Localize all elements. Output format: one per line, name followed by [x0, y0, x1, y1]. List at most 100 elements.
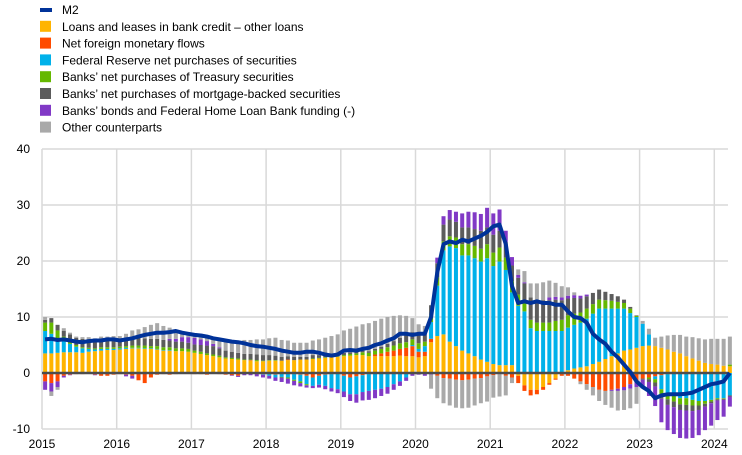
bar-segment-5 [279, 377, 284, 382]
bar-segment-4 [566, 298, 571, 316]
bar-segment-2 [553, 331, 558, 373]
bar-segment-2 [534, 331, 539, 373]
bar-segment-0 [597, 361, 602, 373]
bar-segment-1 [603, 373, 608, 391]
legend: M2 Loans and leases in bank credit – othe… [40, 3, 355, 135]
bar-segment-0 [117, 349, 122, 373]
x-tick-label: 2022 [552, 437, 579, 451]
bar-segment-4 [373, 348, 378, 351]
legend-label: Net foreign monetary flows [62, 37, 205, 51]
bar-segment-1 [248, 360, 253, 361]
bar-segment-5 [622, 387, 627, 391]
bar-segment-6 [49, 391, 54, 396]
bar-segment-2 [323, 374, 328, 386]
bar-segment-0 [267, 360, 272, 373]
bar-segment-5 [354, 394, 359, 403]
bar-segment-0 [590, 364, 595, 373]
bar-segment-0 [130, 348, 135, 373]
bar-segment-1 [472, 373, 477, 379]
bar-segment-3 [472, 245, 477, 259]
bar-segment-2 [74, 346, 79, 353]
bar-segment-6 [665, 335, 670, 350]
bar-segment-4 [422, 334, 427, 342]
bar-segment-5 [460, 213, 465, 228]
bar-segment-5 [43, 381, 48, 390]
bar-segment-4 [198, 345, 203, 352]
bar-segment-4 [397, 337, 402, 344]
bar-segment-4 [49, 318, 54, 323]
bar-segment-0 [653, 346, 658, 373]
bar-segment-6 [317, 339, 322, 356]
bar-segment-0 [223, 358, 228, 373]
bar-segment-4 [640, 378, 645, 380]
bar-segment-2 [609, 308, 614, 357]
bar-segment-0 [366, 356, 371, 373]
bar-segment-1 [528, 389, 533, 396]
bar-segment-0 [435, 336, 440, 373]
bar-segment-2 [578, 322, 583, 368]
bar-segment-0 [298, 359, 303, 373]
bar-segment-6 [229, 340, 234, 352]
bar-segment-4 [260, 355, 265, 361]
bar-segment-5 [211, 343, 216, 347]
bar-segment-6 [279, 339, 284, 357]
bar-segment-6 [61, 328, 66, 331]
bar-segment-5 [547, 297, 552, 301]
bar-segment-2 [447, 246, 452, 342]
bar-segment-2 [80, 348, 85, 353]
bar-segment-3 [590, 304, 595, 314]
bar-segment-2 [397, 373, 402, 382]
bar-segment-5 [684, 410, 689, 439]
bar-segment-1 [397, 348, 402, 356]
bar-segment-0 [391, 356, 396, 373]
bar-segment-4 [130, 337, 135, 346]
bar-segment-2 [55, 338, 60, 353]
bar-segment-5 [373, 389, 378, 399]
bar-segment-3 [74, 345, 79, 347]
bar-segment-6 [74, 336, 79, 338]
bar-segment-5 [192, 337, 197, 345]
bar-segment-2 [422, 346, 427, 352]
bar-segment-3 [117, 346, 122, 349]
bar-segment-3 [86, 347, 91, 349]
bar-segment-2 [472, 258, 477, 357]
y-tick-label: 40 [17, 142, 31, 156]
bar-segment-6 [678, 334, 683, 354]
bar-segment-6 [547, 280, 552, 298]
bar-segment-1 [441, 373, 446, 379]
bar-segment-0 [204, 355, 209, 373]
bar-segment-1 [304, 373, 309, 376]
bar-segment-6 [603, 390, 608, 405]
bar-segment-6 [354, 326, 359, 352]
legend-swatch [40, 121, 51, 133]
bar-segment-4 [173, 341, 178, 349]
bar-segment-6 [534, 283, 539, 301]
bar-segment-3 [211, 354, 216, 357]
bar-segment-6 [236, 340, 241, 353]
bar-segment-3 [696, 401, 701, 406]
bar-segment-1 [136, 373, 141, 381]
bar-segment-2 [167, 350, 172, 351]
bar-segment-6 [447, 378, 452, 406]
bar-segment-0 [516, 373, 521, 376]
bar-segment-4 [117, 339, 122, 347]
bar-segment-4 [709, 401, 714, 404]
bar-segment-2 [566, 327, 571, 371]
bar-segment-2 [665, 374, 670, 394]
bar-segment-0 [260, 361, 265, 373]
bar-segment-5 [397, 381, 402, 386]
bar-segment-2 [622, 308, 627, 351]
bar-segment-0 [534, 373, 539, 390]
bar-segment-0 [99, 350, 104, 373]
bar-segment-6 [653, 337, 658, 347]
bar-segment-0 [211, 356, 216, 373]
bar-segment-5 [553, 296, 558, 300]
bar-segment-4 [242, 353, 247, 360]
bar-segment-3 [229, 357, 234, 359]
bar-segment-3 [248, 359, 253, 361]
bar-segment-6 [566, 287, 571, 296]
bar-segment-1 [379, 353, 384, 357]
bar-segment-2 [659, 375, 664, 390]
bar-segment-2 [597, 308, 602, 362]
bar-segment-3 [285, 377, 290, 379]
